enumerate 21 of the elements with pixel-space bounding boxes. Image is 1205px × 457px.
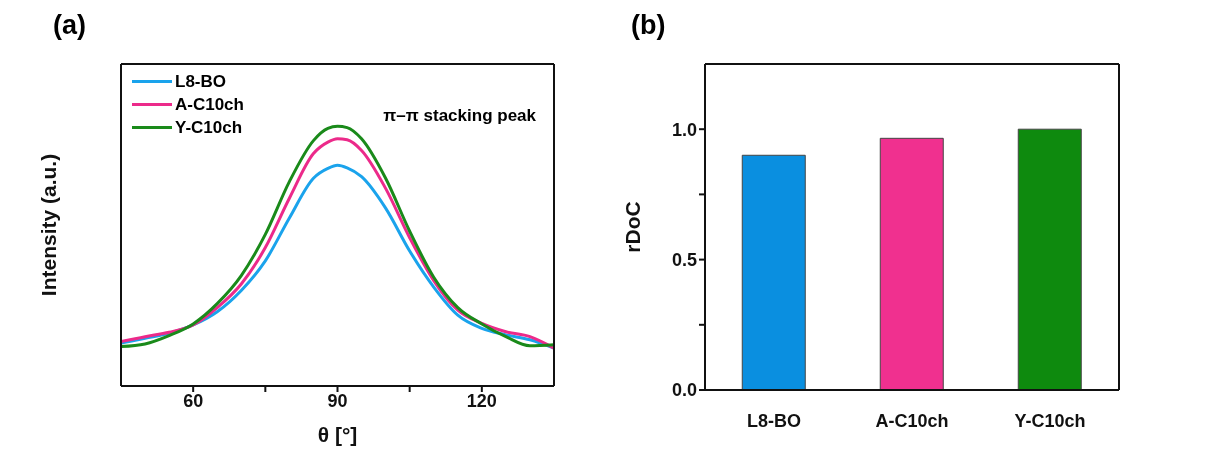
y-tick-label: 1.0	[671, 119, 697, 140]
x-tick-label: 90	[327, 390, 348, 411]
x-tick-label: 60	[183, 390, 204, 411]
chart-title: (b)	[631, 10, 666, 41]
y-axis-title: rDoC	[621, 201, 645, 253]
bar	[741, 154, 806, 390]
text: π–π stacking peak	[383, 106, 536, 126]
x-axis-title: θ [°]	[317, 423, 358, 446]
chart-title: (a)	[53, 10, 86, 41]
x-tick-label: 120	[466, 390, 497, 411]
x-tick-label: Y-C10ch	[1014, 410, 1086, 431]
y-tick-label: 0.0	[671, 380, 697, 401]
y-axis-title: Intensity (a.u.)	[37, 153, 61, 297]
bar	[1017, 128, 1082, 390]
y-tick-label: 0.5	[671, 249, 697, 270]
bar	[879, 137, 944, 390]
x-tick-label: A-C10ch	[875, 410, 949, 431]
legend-label: L8-BO	[175, 71, 226, 93]
legend-label: Y-C10ch	[175, 117, 243, 139]
legend-label: A-C10ch	[175, 94, 244, 116]
x-tick-label: L8-BO	[747, 410, 801, 431]
